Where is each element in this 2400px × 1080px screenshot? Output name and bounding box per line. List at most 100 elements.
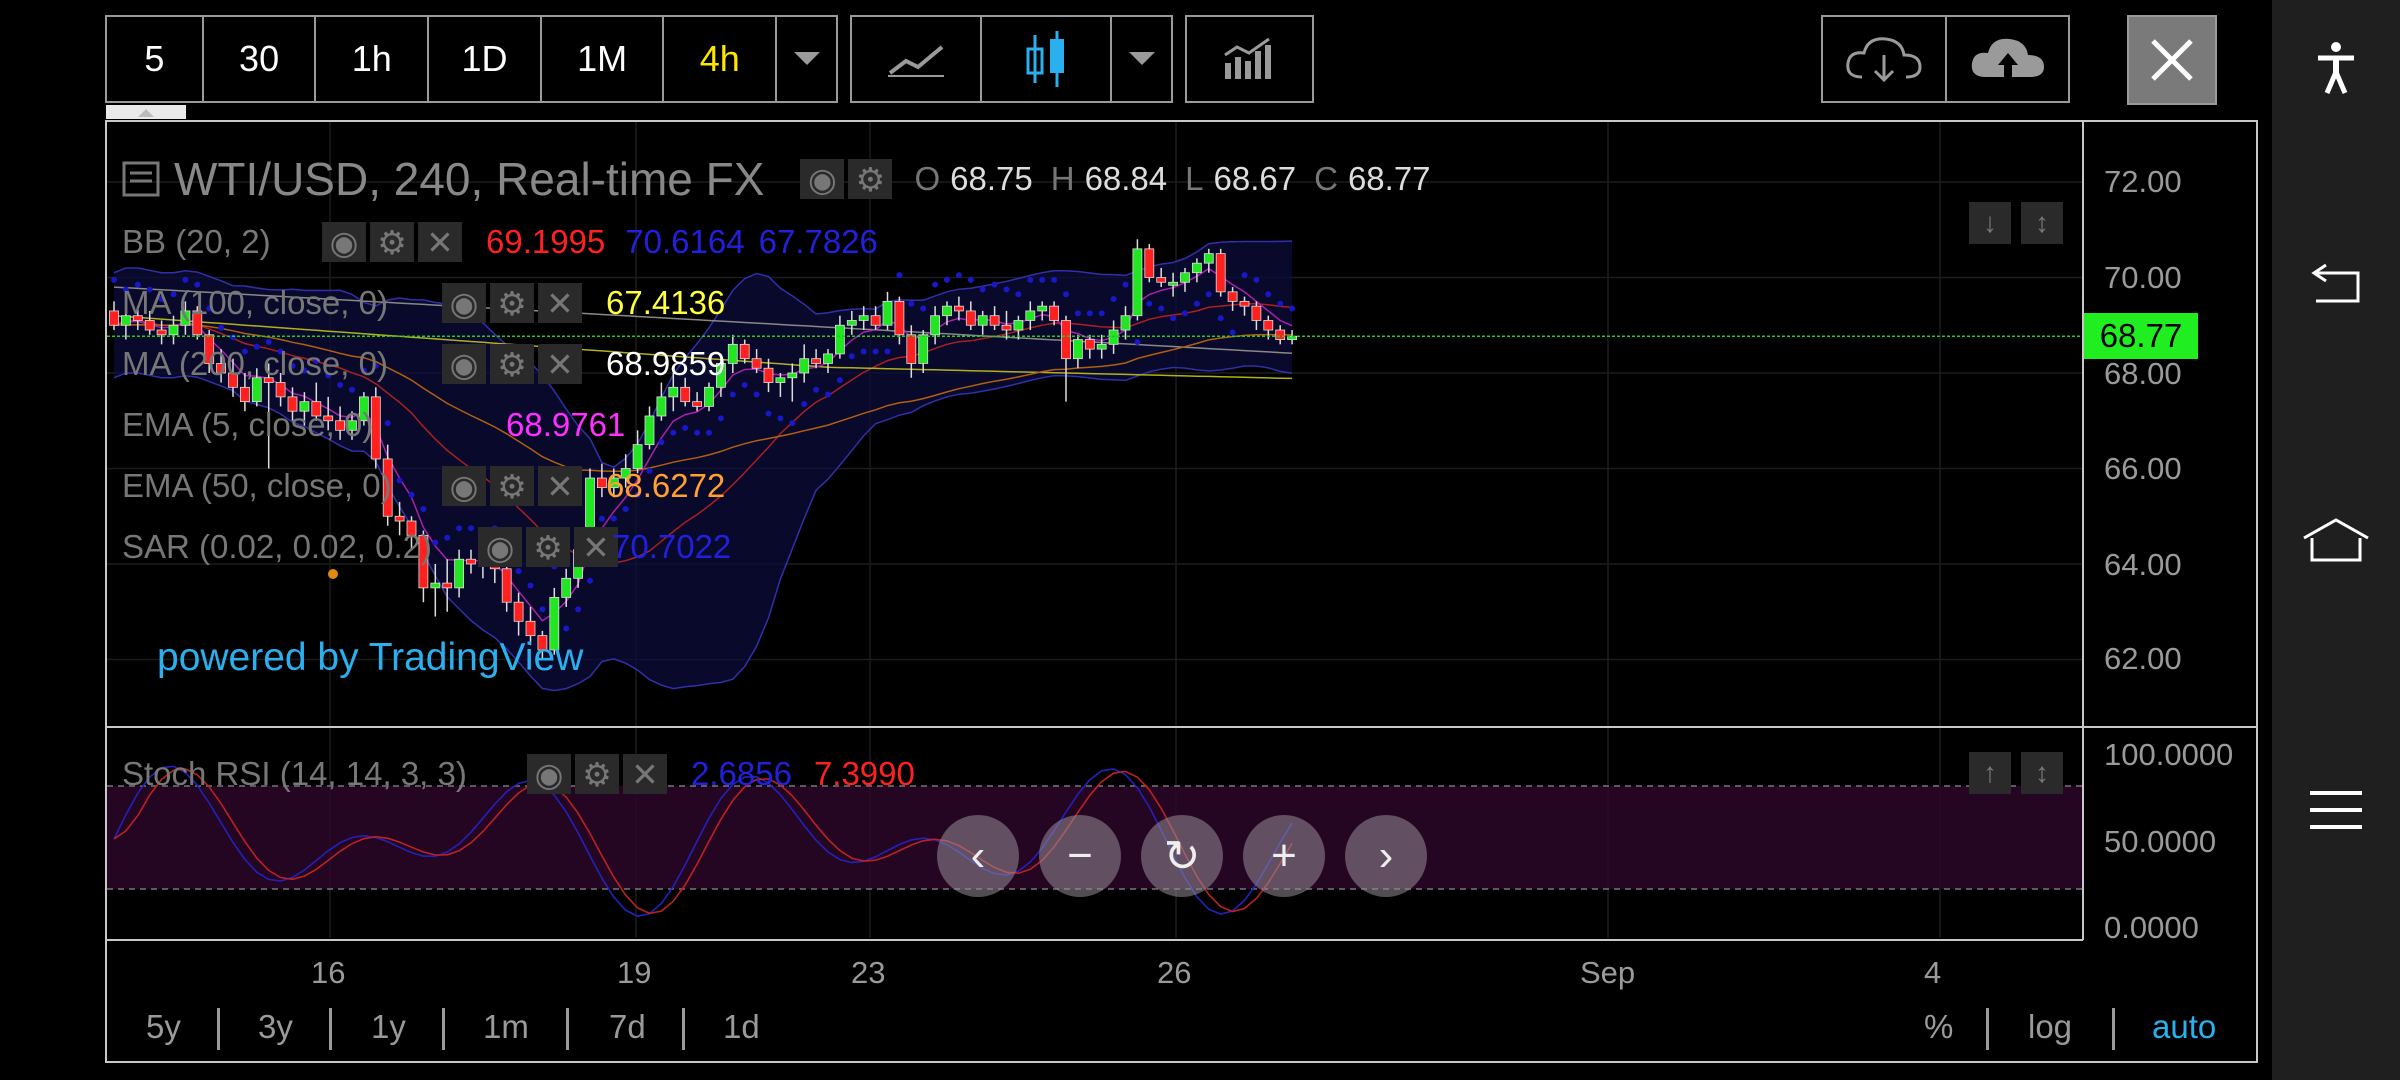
remove-icon[interactable]: ✕ <box>574 527 618 567</box>
close-button[interactable] <box>2127 15 2217 105</box>
sar-dot <box>372 362 379 369</box>
reset-chart-button[interactable]: ↻ <box>1141 815 1223 897</box>
interval-30-button[interactable]: 30 <box>204 17 317 101</box>
candle-body <box>882 300 893 326</box>
cloud-upload-icon <box>1971 38 2044 77</box>
sar-dot <box>610 515 617 522</box>
menu-button[interactable] <box>2272 760 2400 860</box>
sar-dot <box>170 291 177 298</box>
candle-body <box>763 367 774 383</box>
candle-body <box>299 401 310 412</box>
back-button[interactable] <box>2272 232 2400 332</box>
gear-icon[interactable]: ⚙ <box>490 466 534 506</box>
interval-1h-button[interactable]: 1h <box>316 17 430 101</box>
accessibility-button[interactable] <box>2272 18 2400 118</box>
candle-body <box>168 324 179 336</box>
legend-collapse-icon[interactable] <box>122 159 162 199</box>
eye-icon[interactable]: ◉ <box>442 344 486 384</box>
move-pane-up-button[interactable]: ↑ <box>1969 752 2011 794</box>
candle-body <box>204 334 215 364</box>
eye-icon[interactable]: ◉ <box>322 222 366 262</box>
stoch-rsi-lines <box>113 765 1293 917</box>
eye-icon[interactable]: ◉ <box>442 466 486 506</box>
cloud-upload-button[interactable] <box>1947 17 2068 101</box>
remove-icon[interactable]: ✕ <box>623 754 667 794</box>
range-1y-button[interactable]: 1y <box>371 1008 406 1045</box>
eye-icon[interactable]: ◉ <box>442 283 486 323</box>
range-1m-button[interactable]: 1m <box>483 1008 529 1045</box>
indicators-button[interactable] <box>1187 17 1312 101</box>
candlestick-chart-button[interactable] <box>982 17 1112 101</box>
home-button[interactable] <box>2272 490 2400 590</box>
interval-5-button[interactable]: 5 <box>107 17 204 101</box>
remove-icon[interactable]: ✕ <box>538 466 582 506</box>
candle-body <box>1263 320 1274 331</box>
indicator-sar-row: SAR (0.02, 0.02, 0.2) ◉ ⚙ ✕ 70.7022 <box>122 527 731 567</box>
percent-scale-button[interactable]: % <box>1924 1008 1954 1045</box>
gear-icon[interactable]: ⚙ <box>526 527 570 567</box>
bb-lower-line <box>113 365 1293 692</box>
collapse-toolbar-tab[interactable] <box>106 105 186 119</box>
candle-body <box>1275 329 1286 340</box>
range-5y-button[interactable]: 5y <box>146 1008 181 1045</box>
range-7d-button[interactable]: 7d <box>609 1008 646 1045</box>
indicator-ma200-row: MA (200, close, 0) ◉ ⚙ ✕ 68.9859 <box>122 344 725 384</box>
candle-body <box>144 320 155 331</box>
eye-icon[interactable]: ◉ <box>800 159 845 199</box>
tradingview-branding[interactable]: powered by TradingView <box>157 636 584 679</box>
gear-icon[interactable]: ⚙ <box>490 283 534 323</box>
gear-icon[interactable]: ⚙ <box>848 159 893 199</box>
range-1d-button[interactable]: 1d <box>723 1008 760 1045</box>
remove-icon[interactable]: ✕ <box>418 222 462 262</box>
zoom-out-button[interactable]: − <box>1039 815 1121 897</box>
indicators-icon <box>1223 37 1271 79</box>
sar-dot <box>706 429 712 436</box>
maximize-pane-button[interactable]: ↕ <box>2021 752 2063 794</box>
cloud-download-button[interactable] <box>1823 17 1947 101</box>
interval-1m-button[interactable]: 1M <box>542 17 665 101</box>
candle-body <box>668 386 679 398</box>
sar-dot <box>801 401 808 408</box>
candle-body <box>906 334 917 364</box>
interval-dropdown-button[interactable] <box>777 17 836 101</box>
time-tick: 26 <box>1157 955 1192 990</box>
close-label: C <box>1314 160 1338 197</box>
sar-dot <box>563 625 570 632</box>
sar-dot <box>456 525 463 532</box>
indicator-ema50-row: EMA (50, close, 0) ◉ ⚙ ✕ 68.6272 <box>122 466 725 506</box>
sar-dot <box>860 348 867 355</box>
candle-body <box>561 577 572 598</box>
auto-scale-button[interactable]: auto <box>2152 1008 2217 1045</box>
sar-dot <box>896 272 903 279</box>
log-scale-button[interactable]: log <box>2028 1008 2073 1045</box>
sar-dot <box>944 276 950 283</box>
interval-1d-button[interactable]: 1D <box>429 17 542 101</box>
indicator-controls: ◉ ⚙ ✕ <box>442 344 582 384</box>
scroll-right-button[interactable]: › <box>1345 815 1427 897</box>
candle-body <box>1168 281 1178 286</box>
line-chart-button[interactable] <box>852 17 982 101</box>
gear-icon[interactable]: ⚙ <box>490 344 534 384</box>
scroll-left-button[interactable]: ‹ <box>937 815 1019 897</box>
gear-icon[interactable]: ⚙ <box>575 754 619 794</box>
remove-icon[interactable]: ✕ <box>538 283 582 323</box>
candle-body <box>954 305 964 312</box>
sar-dot <box>396 477 403 484</box>
candle-body <box>121 315 131 326</box>
candle-body <box>989 315 1000 326</box>
interval-4h-button[interactable]: 4h <box>664 17 778 101</box>
remove-icon[interactable]: ✕ <box>538 344 582 384</box>
zoom-in-button[interactable]: + <box>1243 815 1325 897</box>
sar-dot <box>1289 305 1296 312</box>
sar-dot <box>646 467 653 474</box>
move-pane-down-button[interactable]: ↓ <box>1969 202 2011 244</box>
price-tick: 64.00 <box>2104 547 2182 582</box>
system-nav-bar <box>2272 0 2400 1080</box>
gear-icon[interactable]: ⚙ <box>370 222 414 262</box>
chart-style-dropdown-button[interactable] <box>1112 17 1171 101</box>
eye-icon[interactable]: ◉ <box>527 754 571 794</box>
range-3y-button[interactable]: 3y <box>258 1008 293 1045</box>
maximize-pane-button[interactable]: ↕ <box>2021 202 2063 244</box>
eye-icon[interactable]: ◉ <box>478 527 522 567</box>
candle-body <box>644 415 655 446</box>
